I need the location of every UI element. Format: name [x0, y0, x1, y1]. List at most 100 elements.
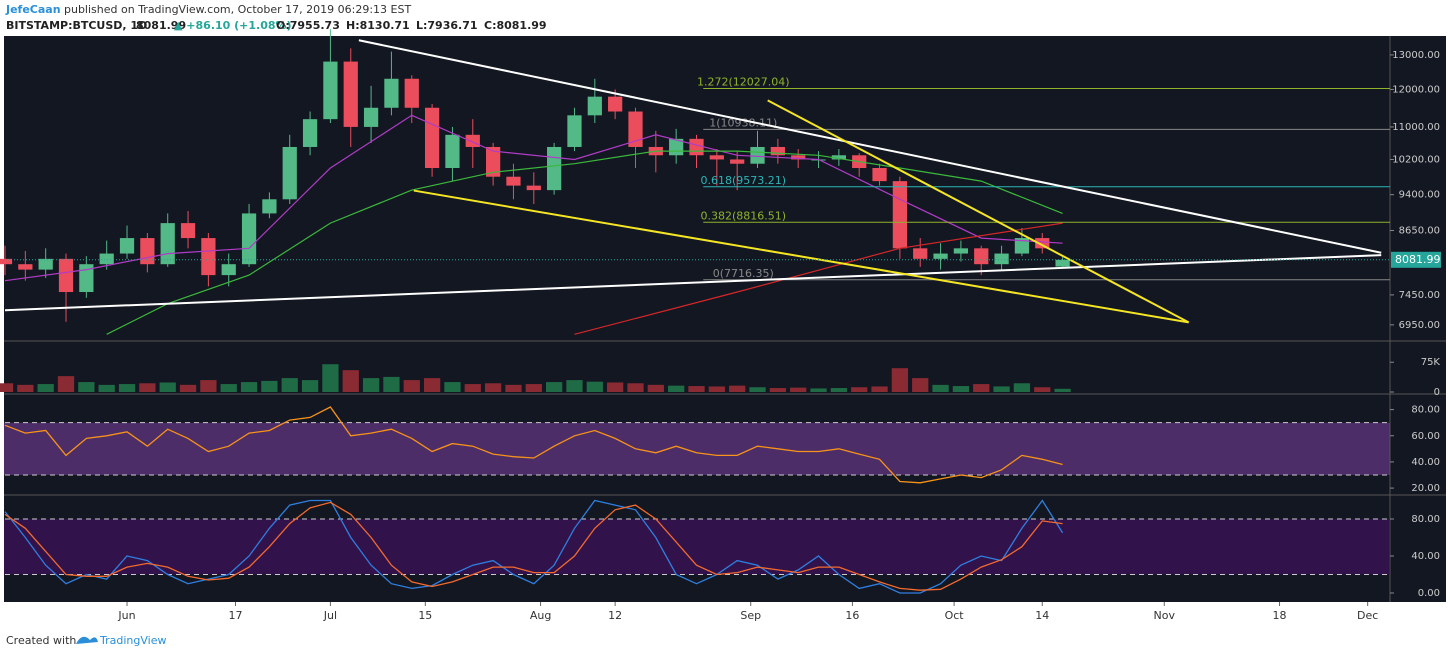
candle-body — [994, 253, 1009, 265]
footer-brand: TradingView — [99, 634, 166, 647]
x-tick-label: 14 — [1035, 609, 1049, 622]
x-tick-label: Sep — [740, 609, 761, 622]
candle-body — [689, 138, 704, 156]
candle-body — [750, 146, 765, 164]
volume-bar — [444, 382, 461, 392]
candle-body — [404, 78, 419, 108]
x-tick-label: Jul — [323, 609, 337, 622]
volume-bar — [830, 388, 848, 392]
candle-body — [201, 238, 216, 276]
candle-body — [140, 238, 155, 265]
candle-body — [465, 134, 480, 147]
ohlc-open: O:7955.73 — [276, 19, 340, 32]
volume-bar — [668, 385, 685, 392]
volume-bar — [139, 383, 156, 392]
candle-body — [933, 253, 948, 259]
candle-body — [770, 146, 785, 156]
trendline — [413, 189, 1189, 324]
volume-bar — [525, 384, 542, 392]
fib-label: 1(10938.11) — [709, 116, 777, 129]
volume-bar — [423, 378, 441, 392]
footer-text: Created with — [6, 634, 76, 647]
x-tick-label: Dec — [1357, 609, 1378, 622]
trendline — [4, 254, 1382, 312]
volume-bar — [607, 382, 624, 392]
x-tick-label: 16 — [845, 609, 859, 622]
last-price-box — [1391, 251, 1441, 268]
fib-label: 0.618(9573.21) — [700, 174, 786, 187]
candle-body — [547, 146, 562, 191]
candle-body — [485, 146, 501, 177]
volume-bar — [362, 378, 380, 392]
volume-bar — [179, 384, 197, 392]
candle-body — [99, 253, 114, 265]
published: published on TradingView.com, October 17… — [64, 3, 411, 16]
candle-body — [323, 61, 338, 120]
x-tick-label: Aug — [530, 609, 551, 622]
volume-bar — [810, 388, 827, 392]
candle-body — [424, 107, 440, 169]
band — [4, 422, 1390, 475]
trendline — [767, 99, 1190, 324]
volume-bar — [17, 384, 34, 392]
y-tick-label: 9400.00 — [1399, 190, 1440, 201]
y-tick-label: 8650.00 — [1399, 226, 1440, 237]
volume-bar — [1054, 388, 1071, 392]
candle-body — [974, 248, 989, 265]
x-tick-label: Oct — [945, 609, 965, 622]
symbol: BITSTAMP:BTCUSD, 1D — [6, 19, 147, 32]
x-tick-label: 12 — [608, 609, 622, 622]
volume-bar — [200, 380, 217, 392]
volume-bar — [1034, 387, 1051, 392]
brand-logo — [76, 636, 98, 644]
volume-bar — [37, 384, 54, 392]
moving-average — [4, 114, 1063, 282]
y-tick-label: 0.00 — [1418, 588, 1440, 599]
volume-bar — [586, 381, 603, 392]
author: JefeCaan — [5, 3, 61, 16]
volume-bar — [1013, 383, 1031, 392]
y-tick-label: 75K — [1421, 357, 1441, 368]
volume-bar — [403, 380, 420, 392]
volume-bar — [322, 364, 339, 392]
indicator-line — [4, 499, 1064, 594]
chart-area — [4, 36, 1446, 602]
volume-bar — [220, 384, 237, 392]
volume-bar — [0, 383, 14, 392]
moving-average — [106, 150, 1063, 335]
candle-body — [363, 107, 379, 127]
volume-bar — [749, 387, 766, 392]
candle-body — [119, 238, 135, 254]
volume-bar — [932, 384, 949, 392]
volume-bar — [912, 378, 929, 392]
volume-bar — [647, 384, 664, 392]
y-tick-label: 13000.00 — [1392, 50, 1440, 61]
volume-bar — [729, 385, 746, 392]
candle-body — [1035, 238, 1050, 249]
volume-bar — [484, 383, 502, 392]
volume-bar — [383, 376, 400, 392]
y-tick-label: 12000.00 — [1392, 84, 1440, 95]
volume-bar — [993, 386, 1010, 392]
y-tick-label: 60.00 — [1411, 431, 1440, 442]
ohlc-high: H:8130.71 — [346, 19, 410, 32]
candle-body — [38, 258, 53, 270]
x-tick-label: Jun — [117, 609, 135, 622]
fib-label: 0(7716.35) — [713, 267, 774, 280]
volume-bar — [281, 378, 298, 392]
candle-body — [0, 258, 13, 265]
candle-body — [221, 264, 236, 276]
volume-bar — [240, 382, 258, 392]
volume-bar — [342, 370, 359, 392]
volume-bar — [57, 376, 75, 392]
candle-body — [953, 248, 969, 254]
indicator-line — [4, 406, 1063, 484]
y-tick-label: 11000.00 — [1392, 122, 1440, 133]
trendline — [358, 39, 1382, 254]
price: 8081.99 — [136, 19, 186, 32]
candle-body — [384, 78, 399, 108]
volume-bar — [871, 386, 888, 392]
change: ▲ +86.10 (+1.08%) — [174, 19, 292, 32]
volume-bar — [973, 384, 990, 392]
candle-body — [1055, 259, 1070, 267]
